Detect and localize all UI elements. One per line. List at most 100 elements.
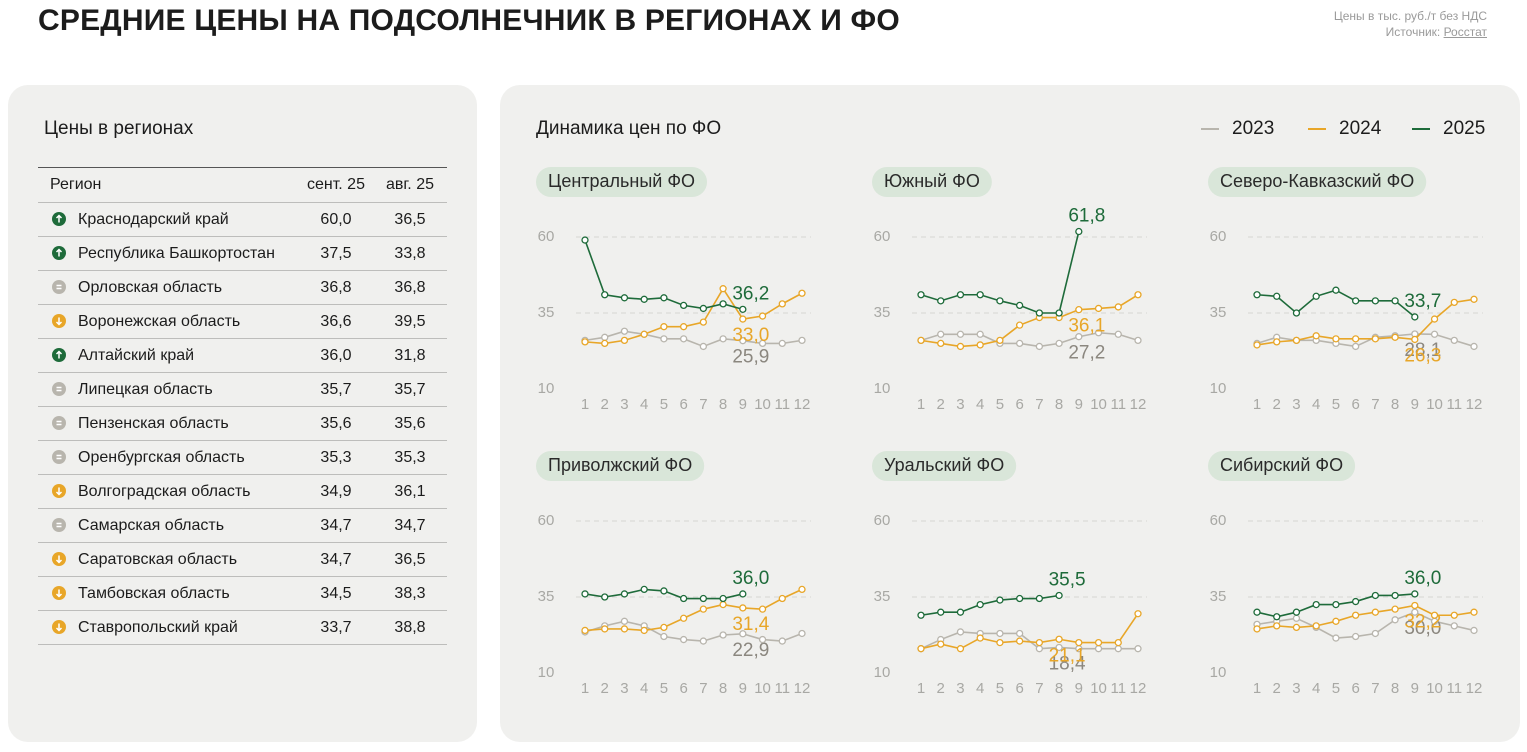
point — [1391, 297, 1399, 305]
table-row: Саратовская область 34,7 36,5 — [38, 543, 447, 577]
point — [1253, 341, 1261, 349]
point — [1015, 301, 1024, 310]
point — [1114, 330, 1122, 338]
trend-icon — [52, 518, 66, 532]
point — [778, 594, 786, 603]
point — [679, 594, 688, 603]
point — [699, 342, 708, 351]
point — [719, 285, 727, 293]
point — [1055, 643, 1063, 652]
point — [917, 645, 925, 653]
point — [1094, 638, 1103, 647]
point — [660, 632, 668, 641]
point — [660, 587, 668, 595]
point — [1371, 629, 1380, 638]
point — [739, 315, 747, 323]
price-cell: 36,8 — [320, 279, 352, 296]
x-tick-label: 8 — [719, 680, 727, 697]
point — [1450, 611, 1458, 619]
point — [1075, 227, 1083, 236]
point — [699, 637, 708, 645]
point — [699, 594, 708, 603]
series-line — [1256, 611, 1475, 639]
note: Цены в тыс. руб./т без НДС Источник: Рос… — [1334, 8, 1487, 40]
x-tick-label: 4 — [640, 396, 648, 413]
chart-title-pill — [1208, 451, 1356, 481]
point — [679, 323, 688, 331]
x-tick-label: 6 — [1351, 396, 1359, 413]
y-tick-label: 35 — [538, 588, 555, 605]
point — [1312, 622, 1320, 630]
point — [1273, 622, 1281, 630]
trend-icon — [52, 416, 66, 430]
x-tick-label: 10 — [1426, 396, 1443, 413]
point — [1332, 600, 1340, 609]
point — [917, 611, 925, 619]
point — [1351, 597, 1360, 606]
point — [601, 333, 609, 341]
point — [660, 294, 668, 302]
point — [1114, 638, 1122, 647]
point — [1332, 634, 1340, 642]
price-cell: 35,7 — [394, 381, 426, 398]
chart-title: Северо-Кавказский ФО — [1220, 171, 1414, 191]
point — [1430, 611, 1439, 619]
price-cell: 60,0 — [320, 211, 352, 228]
point — [699, 605, 708, 613]
source-link[interactable]: Росстат — [1443, 25, 1487, 39]
trend-icon — [52, 586, 66, 600]
x-tick-label: 10 — [754, 396, 771, 413]
series-line — [584, 620, 803, 642]
price-cell: 35,6 — [320, 415, 352, 432]
point — [937, 297, 945, 305]
x-tick-label: 6 — [1015, 680, 1023, 697]
price-cell: 37,5 — [320, 245, 352, 262]
point — [798, 336, 806, 345]
point — [1134, 610, 1142, 618]
point — [1055, 339, 1063, 348]
region-name: Липецкая область — [78, 381, 213, 398]
x-tick-label: 5 — [660, 396, 668, 413]
region-name: Орловская область — [78, 279, 223, 296]
data-label: 35,5 — [1049, 569, 1086, 590]
point — [1430, 330, 1439, 338]
point — [1351, 335, 1360, 343]
trend-icon-circle — [52, 280, 66, 294]
column-header: Регион — [50, 176, 102, 193]
series-line — [920, 331, 1139, 348]
trend-icon — [52, 212, 66, 226]
region-name: Саратовская область — [78, 551, 238, 568]
x-tick-label: 11 — [774, 680, 790, 697]
point — [1035, 342, 1044, 351]
x-tick-label: 3 — [620, 680, 628, 697]
point — [581, 626, 589, 635]
trend-icon — [52, 484, 66, 498]
y-tick-label: 35 — [874, 588, 891, 605]
data-label: 26,3 — [1404, 345, 1441, 366]
point — [660, 323, 668, 331]
y-tick-label: 60 — [538, 228, 555, 245]
point — [1391, 616, 1399, 624]
price-cell: 38,3 — [394, 585, 426, 602]
price-cell: 35,7 — [320, 381, 352, 398]
region-name: Оренбургская область — [78, 449, 245, 466]
point — [1351, 632, 1360, 641]
point — [778, 637, 786, 645]
point — [1411, 590, 1419, 598]
price-cell: 36,8 — [394, 279, 426, 296]
point — [1351, 342, 1360, 351]
x-tick-label: 4 — [976, 680, 984, 697]
trend-icon — [52, 382, 66, 396]
point — [1292, 623, 1301, 632]
trend-icon — [52, 280, 66, 294]
point — [1094, 304, 1103, 313]
chart-title-pill — [872, 451, 1017, 481]
data-label: 33,7 — [1404, 291, 1441, 312]
point — [758, 339, 767, 348]
point — [679, 614, 688, 622]
point — [1332, 286, 1340, 294]
point — [1292, 309, 1301, 317]
point — [1273, 338, 1281, 346]
point — [620, 617, 629, 625]
price-cell: 36,1 — [394, 483, 426, 500]
